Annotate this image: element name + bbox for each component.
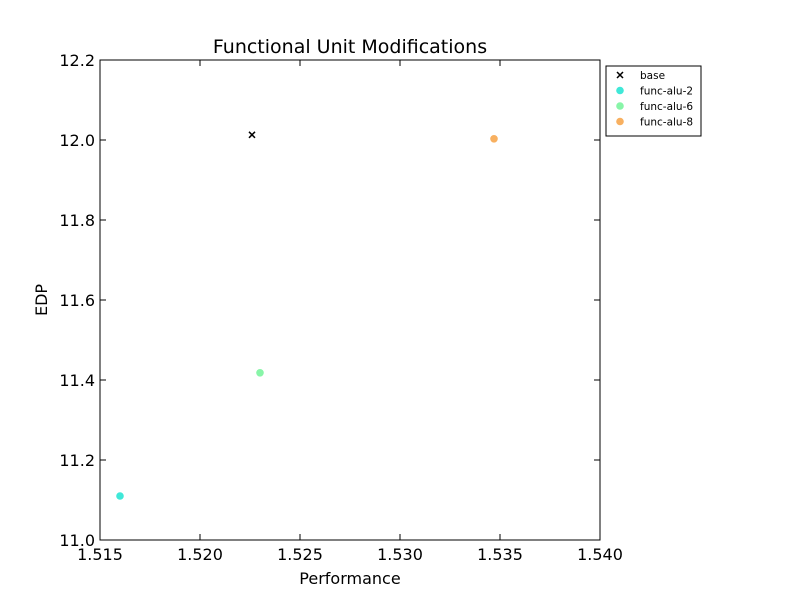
y-tick-label: 11.8 [59, 211, 95, 230]
x-tick-label: 1.535 [477, 545, 523, 564]
y-tick-label: 11.6 [59, 291, 95, 310]
legend-label: func-alu-2 [640, 86, 693, 98]
plot-frame [99, 59, 601, 541]
legend-label: func-alu-8 [640, 117, 693, 129]
legend: base func-alu-2 func-alu-6 func-alu-8 [605, 65, 702, 137]
y-tick-label: 12.2 [59, 51, 95, 70]
data-marks [116, 131, 498, 500]
data-point-func-alu-8 [490, 135, 498, 143]
x-tick-label: 1.540 [577, 545, 623, 564]
plot-area [100, 60, 600, 540]
axis-ticks: 1.515 1.520 1.525 1.530 1.535 1.540 11.0 11.2 11… [59, 51, 623, 564]
x-tick-label: 1.515 [77, 545, 123, 564]
legend-marker-func-alu-8 [616, 117, 624, 126]
legend-label: func-alu-6 [640, 101, 693, 113]
legend-marker-func-alu-2 [616, 86, 624, 95]
legend-label: base [640, 70, 665, 82]
legend-marker-base [616, 71, 624, 79]
legend-marker-func-alu-6 [616, 102, 624, 110]
x-tick-label: 1.530 [377, 545, 423, 564]
data-point-func-alu-2 [116, 492, 124, 500]
chart-title: Functional Unit Modifications [213, 36, 487, 58]
x-tick-label: 1.525 [277, 545, 323, 564]
y-axis-label: EDP [32, 284, 51, 316]
y-tick-label: 11.0 [59, 531, 95, 550]
x-axis-label: Performance [299, 569, 400, 588]
y-tick-label: 11.4 [59, 371, 95, 390]
y-tick-label: 11.2 [59, 451, 95, 470]
data-point-func-alu-6 [256, 369, 264, 377]
data-point-base [248, 131, 256, 139]
y-tick-label: 12.0 [59, 131, 95, 150]
x-tick-label: 1.520 [177, 545, 223, 564]
